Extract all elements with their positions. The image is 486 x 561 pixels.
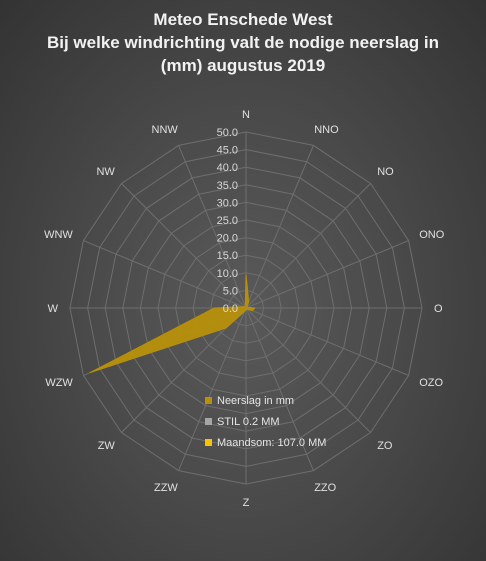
radar-tick-labels: 0.0 5.0 10.0 15.0 20.0 25.0 30.0 35.0 40.0 45.0 50… — [217, 127, 238, 315]
spoke-nw — [121, 183, 247, 309]
series-area-0 — [89, 274, 256, 374]
tick-label: 10.0 — [217, 268, 238, 280]
tick-label: 45.0 — [217, 145, 238, 157]
direction-label-nno: NNO — [314, 124, 339, 136]
tick-label: 50.0 — [217, 127, 238, 139]
direction-label-wnw: WNW — [44, 229, 73, 241]
spoke-zzo — [245, 307, 314, 471]
legend: Neerslag in mm STIL 0.2 MM Maandsom: 107… — [205, 390, 326, 453]
direction-label-zw: ZW — [98, 440, 116, 452]
tick-label: 40.0 — [217, 162, 238, 174]
tick-label: 30.0 — [217, 197, 238, 209]
tick-label: 35.0 — [217, 180, 238, 192]
direction-label-o: O — [434, 303, 443, 315]
direction-label-w: W — [48, 303, 59, 315]
direction-label-ono: ONO — [419, 229, 445, 241]
spoke-wnw — [83, 240, 247, 309]
tick-label: 15.0 — [217, 250, 238, 262]
title-line-3: (mm) augustus 2019 — [160, 56, 326, 75]
legend-swatch-neerslag — [205, 397, 212, 404]
direction-label-wzw: WZW — [45, 377, 73, 389]
spoke-zo — [245, 307, 371, 433]
legend-label-maandsom: Maandsom: 107.0 MM — [217, 436, 327, 449]
direction-label-no: NO — [377, 166, 394, 178]
radar-series — [89, 274, 256, 374]
legend-swatch-maandsom — [205, 439, 212, 446]
spoke-nno — [245, 145, 314, 309]
tick-label: 20.0 — [217, 233, 238, 245]
direction-label-n: N — [242, 109, 250, 121]
direction-label-zzw: ZZW — [154, 482, 178, 494]
legend-item-stil: STIL 0.2 MM — [205, 411, 326, 432]
legend-label-neerslag: Neerslag in mm — [217, 394, 295, 407]
tick-label: 25.0 — [217, 215, 238, 227]
legend-item-maandsom: Maandsom: 107.0 MM — [205, 432, 326, 453]
spoke-zw — [121, 307, 247, 433]
title-line-2: Bij welke windrichting valt de nodige ne… — [46, 33, 440, 52]
legend-swatch-stil — [205, 418, 212, 425]
tick-label: 0.0 — [223, 303, 238, 315]
title-line-1: Meteo Enschede West — [153, 10, 333, 29]
direction-label-nw: NW — [96, 166, 115, 178]
direction-label-z: Z — [243, 497, 250, 509]
direction-labels: N NNO NO ONO O OZO ZO ZZO Z ZZW ZW WZW W WNW NW NNW — [44, 109, 445, 509]
spoke-no — [245, 183, 371, 309]
spoke-ozo — [245, 307, 409, 376]
direction-label-ozo: OZO — [419, 377, 443, 389]
direction-label-zzo: ZZO — [314, 482, 336, 494]
chart-title: Meteo Enschede West Bij welke windrichti… — [0, 8, 486, 77]
tick-label: 5.0 — [223, 285, 238, 297]
direction-label-zo: ZO — [377, 440, 393, 452]
spoke-ono — [245, 240, 409, 309]
spoke-nnw — [178, 145, 247, 309]
legend-label-stil: STIL 0.2 MM — [217, 415, 280, 428]
spoke-zzw — [178, 307, 247, 471]
legend-item-neerslag: Neerslag in mm — [205, 390, 326, 411]
direction-label-nnw: NNW — [152, 124, 179, 136]
